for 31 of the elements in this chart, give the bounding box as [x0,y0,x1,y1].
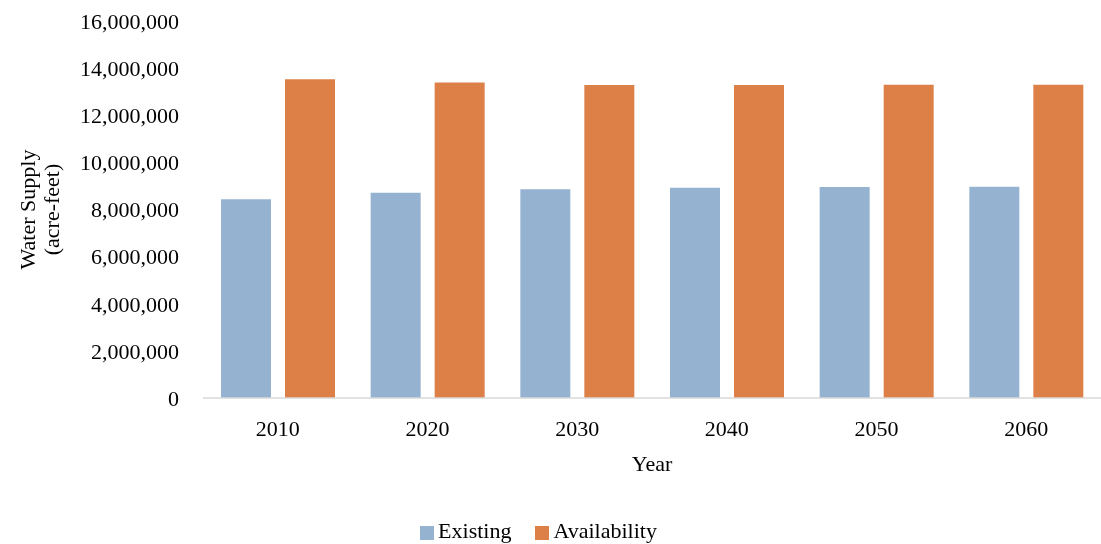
x-tick-label: 2060 [1004,415,1049,441]
bar [285,79,335,398]
x-tick-label: 2050 [854,415,899,441]
bar [520,189,571,398]
bar [883,84,934,398]
y-tick-label: 12,000,000 [80,103,179,129]
y-tick-label: 2,000,000 [91,338,179,364]
legend-label: Availability [553,518,657,543]
bar [1033,84,1084,398]
bar [434,82,485,398]
x-axis-title: Year [631,451,673,476]
x-tick-label: 2030 [555,415,600,441]
y-tick-label: 4,000,000 [91,291,179,317]
legend-label: Existing [438,518,512,543]
y-tick-label: 16,000,000 [80,8,179,34]
x-tick-label: 2010 [255,415,300,441]
bar [370,192,421,398]
bar [221,199,271,398]
y-axis-title: Water Supply (acre-feet) [15,149,64,270]
y-tick-label: 6,000,000 [91,244,179,270]
bar [734,85,784,398]
x-tick-label: 2040 [704,415,749,441]
y-tick-label: 0 [168,385,179,411]
y-tick-label: 14,000,000 [80,55,179,81]
x-tick-label: 2020 [405,415,450,441]
bar [969,186,1020,398]
y-tick-label: 10,000,000 [80,150,179,176]
bar [819,186,870,398]
bar [584,85,635,398]
bar [670,187,720,398]
y-tick-label: 8,000,000 [91,197,179,223]
